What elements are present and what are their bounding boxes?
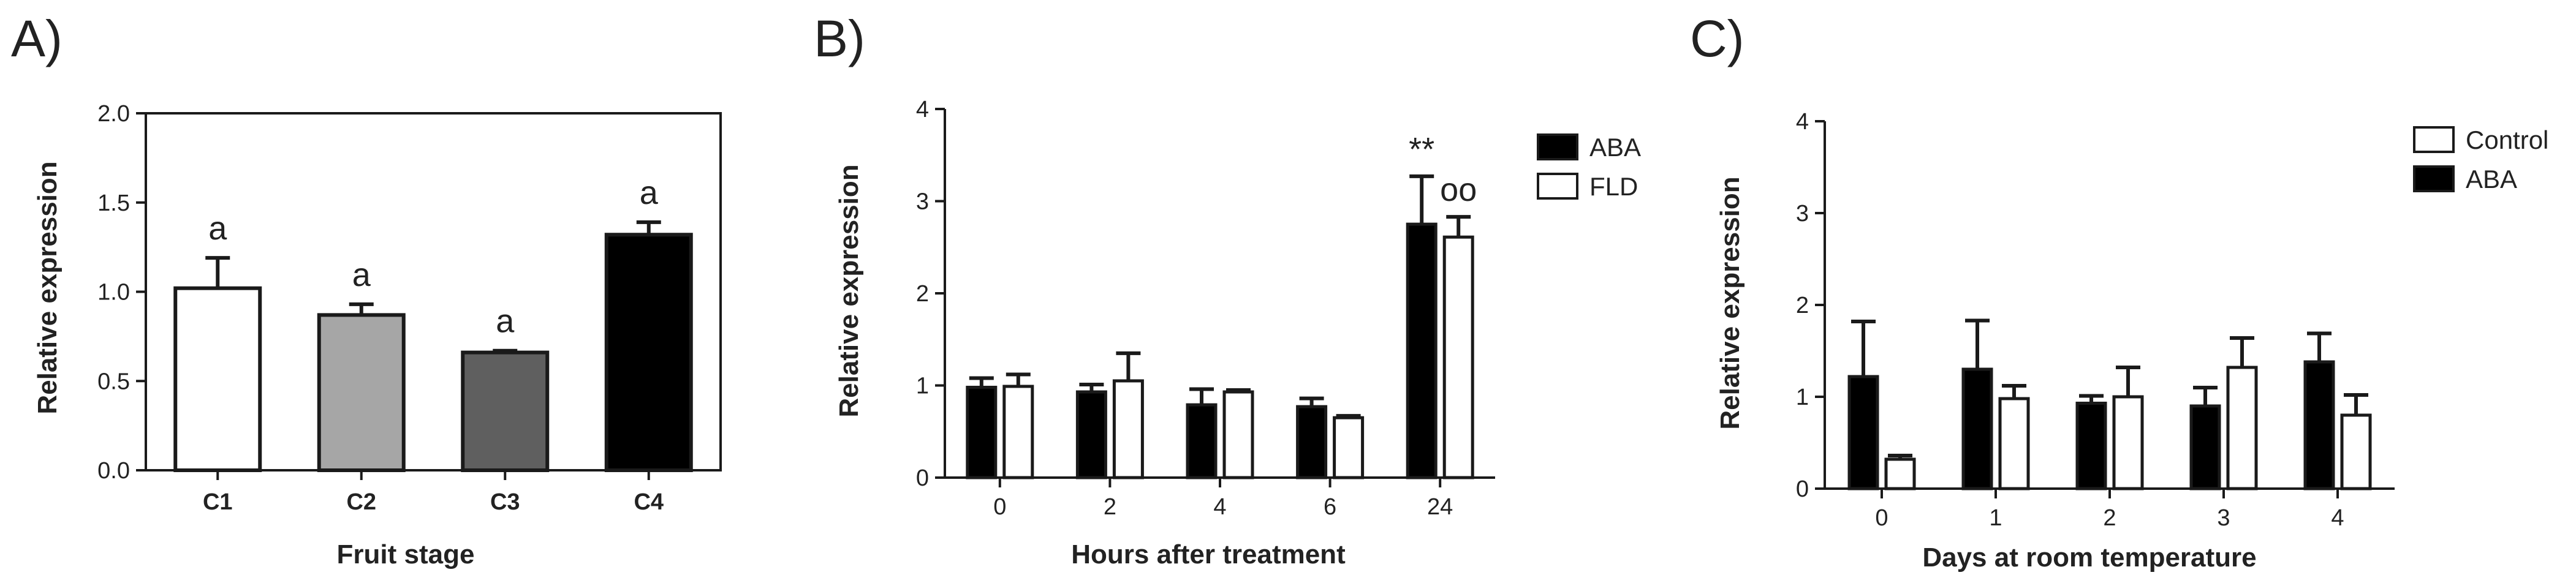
panel-b-x-axis-title: Hours after treatment xyxy=(1071,539,1346,569)
panel-b-y-tick-label: 1 xyxy=(916,374,929,399)
panel-b-x-tick-label: 6 xyxy=(1324,494,1336,520)
panel-a-x-tick-label: C4 xyxy=(634,489,664,515)
panel-c-bar-aba xyxy=(2075,402,2107,490)
panel-c-bar-control xyxy=(1998,397,2030,490)
panel-b-bar-aba xyxy=(1406,222,1438,479)
panel-b-letter: B) xyxy=(814,10,865,67)
panel-a-bar xyxy=(173,286,262,472)
panel-a-x-tick-label: C2 xyxy=(346,489,376,515)
legend-label-fld: FLD xyxy=(1589,172,1638,201)
panel-a-letter: A) xyxy=(11,10,63,67)
panel-b-x-tick-label: 24 xyxy=(1427,494,1453,520)
legend-label-control: Control xyxy=(2466,126,2548,154)
panel-b-bar-fld xyxy=(1002,385,1034,479)
legend-label-aba: ABA xyxy=(2466,165,2517,193)
panel-a-y-tick-label: 1.5 xyxy=(97,190,130,216)
legend-swatch-control xyxy=(2413,126,2455,153)
panel-b-bar-fld xyxy=(1222,390,1254,479)
panel-b-bar-fld xyxy=(1112,379,1144,479)
legend-swatch-aba xyxy=(2413,165,2455,192)
panel-c-x-tick-label: 2 xyxy=(2103,505,2116,531)
panel-a-bar-label: a xyxy=(208,210,227,247)
panel-c-legend: Control ABA xyxy=(2413,126,2548,193)
panel-a-plot: 0.0 0.5 1.0 1.5 2.0 a C1 a C2 a C3 a C4 xyxy=(97,101,722,515)
panel-a-bar xyxy=(317,313,406,473)
panel-c-bar-control xyxy=(2340,413,2372,490)
panel-c-y-axis-title: Relative expression xyxy=(1715,176,1745,429)
legend-swatch-fld xyxy=(1537,173,1578,200)
panel-a-x-axis-title: Fruit stage xyxy=(337,539,475,569)
panel-b-x-tick-label: 2 xyxy=(1104,494,1116,520)
panel-c-x-tick-label: 4 xyxy=(2331,505,2344,531)
panel-a-y-tick-label: 0.0 xyxy=(97,458,130,484)
panel-b-y-tick-label: 3 xyxy=(916,189,929,215)
panel-c-bar-control xyxy=(2226,366,2258,490)
legend-swatch-aba xyxy=(1537,133,1578,160)
panel-a-x-tick-label: C3 xyxy=(490,489,520,515)
panel-c-plot: 0 1 2 3 4 0 1 2 3 4 xyxy=(1796,109,2395,531)
panel-a-bar xyxy=(461,350,550,472)
panel-b-y-tick-label: 4 xyxy=(916,97,929,122)
panel-c-bar-control xyxy=(2112,395,2144,490)
panel-a: A) Relative expression Fruit stage 0.00.… xyxy=(11,10,722,569)
panel-a-y-tick-label: 2.0 xyxy=(97,101,130,127)
panel-b-bar-aba xyxy=(1296,405,1328,479)
panel-c-bar-aba xyxy=(1847,375,1879,490)
panel-c-bar-aba xyxy=(1961,367,1993,490)
panel-c-y-tick-label: 0 xyxy=(1796,476,1809,502)
panel-b-bar-aba xyxy=(1075,390,1107,479)
panel-b-y-tick-label: 0 xyxy=(916,465,929,491)
panel-c-x-tick-label: 0 xyxy=(1875,505,1888,531)
panel-c-y-tick-label: 3 xyxy=(1796,201,1809,227)
panel-c-x-axis-title: Days at room temperature xyxy=(1922,543,2256,573)
panel-b-bar-fld xyxy=(1333,416,1365,479)
panel-a-y-tick-label: 0.5 xyxy=(97,369,130,394)
panel-b-bar-fld xyxy=(1442,235,1474,479)
panel-b-significance-label: oo xyxy=(1440,171,1477,208)
panel-c-x-tick-label: 3 xyxy=(2217,505,2230,531)
panel-a-bar xyxy=(604,233,693,472)
panel-b-bar-aba xyxy=(966,386,998,479)
panel-b: B) Relative expression Hours after treat… xyxy=(814,10,1641,569)
panel-a-bar-label: a xyxy=(640,175,659,211)
panel-b-y-tick-label: 2 xyxy=(916,281,929,307)
panel-a-y-axis-title: Relative expression xyxy=(32,161,63,414)
panel-b-bar-aba xyxy=(1186,403,1218,479)
panel-b-x-tick-label: 0 xyxy=(993,494,1006,520)
panel-c-bar-aba xyxy=(2303,360,2335,490)
panel-b-legend: ABA FLD xyxy=(1537,133,1641,201)
panel-c-bar-control xyxy=(1884,457,1916,490)
panel-c-letter: C) xyxy=(1690,10,1744,67)
panel-a-bar-label: a xyxy=(352,257,371,293)
panel-c-bar-aba xyxy=(2189,404,2221,490)
panel-b-x-tick-label: 4 xyxy=(1213,494,1226,520)
panel-a-y-tick-label: 1.0 xyxy=(97,280,130,306)
panel-c: C) Relative expression Days at room temp… xyxy=(1690,10,2548,573)
panel-c-y-tick-label: 1 xyxy=(1796,385,1809,410)
panel-b-significance-label: ** xyxy=(1409,131,1434,168)
panel-b-y-axis-title: Relative expression xyxy=(834,164,864,417)
panel-c-y-tick-label: 2 xyxy=(1796,293,1809,318)
legend-label-aba: ABA xyxy=(1589,133,1641,162)
panel-a-x-tick-label: C1 xyxy=(203,489,233,515)
panel-a-bar-label: a xyxy=(496,303,515,340)
panel-c-y-tick-label: 4 xyxy=(1796,109,1809,135)
panel-c-x-tick-label: 1 xyxy=(1989,505,2002,531)
